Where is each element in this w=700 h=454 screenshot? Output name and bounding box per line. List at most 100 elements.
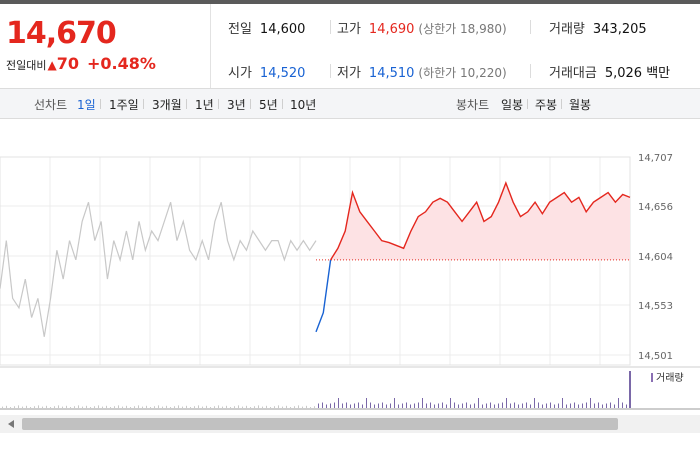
tab-3-years[interactable]: 3년: [227, 98, 246, 112]
open-cell: 시가 14,520: [228, 62, 305, 81]
volume-bar: [474, 403, 475, 408]
volume-bar: [30, 407, 31, 408]
scrollbar-thumb[interactable]: [22, 418, 618, 430]
volume-bar: [390, 403, 391, 408]
volume-bar: [282, 406, 283, 408]
volume-bar: [254, 406, 255, 408]
volume-bar: [194, 406, 195, 408]
tab-5-years[interactable]: 5년: [259, 98, 278, 112]
high-label: 고가: [337, 22, 361, 37]
volume-bar: [70, 407, 71, 408]
volume-bar: [314, 406, 315, 408]
volume-bar: [210, 407, 211, 408]
today-down-price-line: [315, 259, 332, 333]
volume-bar: [566, 404, 567, 408]
volume-bar: [598, 402, 599, 408]
volume-bar: [82, 406, 83, 408]
divider: [530, 20, 531, 34]
tab-1-day[interactable]: 1일: [77, 98, 96, 112]
volume-label: 거래량: [549, 22, 585, 37]
volume-bar: [394, 398, 395, 408]
volume-bar: [526, 402, 527, 408]
volume-bar: [146, 405, 147, 408]
volume-bar: [406, 402, 407, 408]
tab-3-months[interactable]: 3개월: [152, 98, 182, 112]
volume-bar: [154, 406, 155, 408]
high-value: 14,690: [368, 22, 415, 37]
volume-bar: [306, 405, 307, 408]
line-chart-label: 선차트: [34, 98, 68, 112]
volume-bar: [510, 403, 511, 408]
volume-bar: [370, 402, 371, 408]
volume-bar: [522, 403, 523, 408]
volume-bar: [110, 407, 111, 408]
low-value: 14,510: [368, 66, 415, 81]
volume-bar: [158, 405, 159, 408]
chart-grid: [0, 156, 630, 365]
scroll-left-icon[interactable]: [8, 420, 14, 428]
volume-bar: [230, 407, 231, 408]
volume-bar: [530, 404, 531, 408]
price-chart[interactable]: 14,707 14,656 14,604 14,553 14,501 거래량: [0, 118, 700, 450]
volume-bar: [226, 405, 227, 408]
volume-bar: [222, 406, 223, 408]
volume-bar: [286, 405, 287, 408]
tab-daily-candle[interactable]: 일봉: [501, 98, 524, 112]
volume-bar: [150, 407, 151, 408]
today-up-price-line: [330, 180, 631, 261]
tab-divider: [282, 99, 283, 109]
volume-bar: [546, 403, 547, 408]
volume-bar: [626, 404, 627, 408]
amount-cell: 거래대금 5,026 백만: [549, 62, 670, 81]
y-tick-label: 14,501: [638, 351, 673, 362]
volume-bar: [310, 407, 311, 408]
volume-bar: [278, 405, 279, 408]
volume-bar: [358, 402, 359, 408]
volume-bar: [470, 404, 471, 408]
volume-bar: [274, 406, 275, 408]
volume-bar: [174, 406, 175, 408]
volume-bar: [554, 404, 555, 408]
volume-bar: [622, 402, 623, 408]
up-fill-area: [330, 182, 630, 260]
volume-bar: [610, 402, 611, 408]
candle-chart-label: 봉차트: [456, 98, 490, 112]
tab-1-year[interactable]: 1년: [195, 98, 214, 112]
tab-weekly-candle[interactable]: 주봉: [535, 98, 558, 112]
high-cell: 고가 14,690 (상한가 18,980): [337, 18, 507, 37]
volume-bar: [542, 404, 543, 408]
tab-monthly-candle[interactable]: 월봉: [569, 98, 592, 112]
volume-bar: [578, 404, 579, 408]
volume-bar: [66, 405, 67, 408]
volume-bar: [170, 407, 171, 408]
volume-bar: [214, 406, 215, 408]
volume-bar: [106, 405, 107, 408]
tab-divider: [527, 99, 528, 109]
prev-day-price-line: [0, 201, 317, 337]
volume-bar: [90, 407, 91, 408]
volume-bar: [114, 406, 115, 408]
volume-bar: [562, 398, 563, 408]
volume-bar: [54, 406, 55, 408]
low-label: 저가: [337, 66, 361, 81]
tab-divider: [250, 99, 251, 109]
volume-bar: [186, 405, 187, 408]
volume-bar: [18, 405, 19, 408]
volume-bar: [414, 403, 415, 408]
plot-frame: [0, 156, 631, 366]
volume-bar: [594, 403, 595, 408]
volume-bar: [294, 406, 295, 408]
volume-bar: [454, 402, 455, 408]
volume-bar: [250, 407, 251, 408]
divider: [530, 64, 531, 78]
tab-10-years[interactable]: 10년: [290, 98, 317, 112]
volume-bar: [402, 403, 403, 408]
tab-divider: [186, 99, 187, 109]
volume-bar: [270, 407, 271, 408]
change-rate: +0.48%: [86, 54, 156, 73]
current-price: 14,670: [6, 16, 117, 51]
volume-bar: [458, 404, 459, 408]
volume-bar: [398, 404, 399, 408]
tab-1-week[interactable]: 1주일: [109, 98, 139, 112]
volume-bar: [538, 402, 539, 408]
